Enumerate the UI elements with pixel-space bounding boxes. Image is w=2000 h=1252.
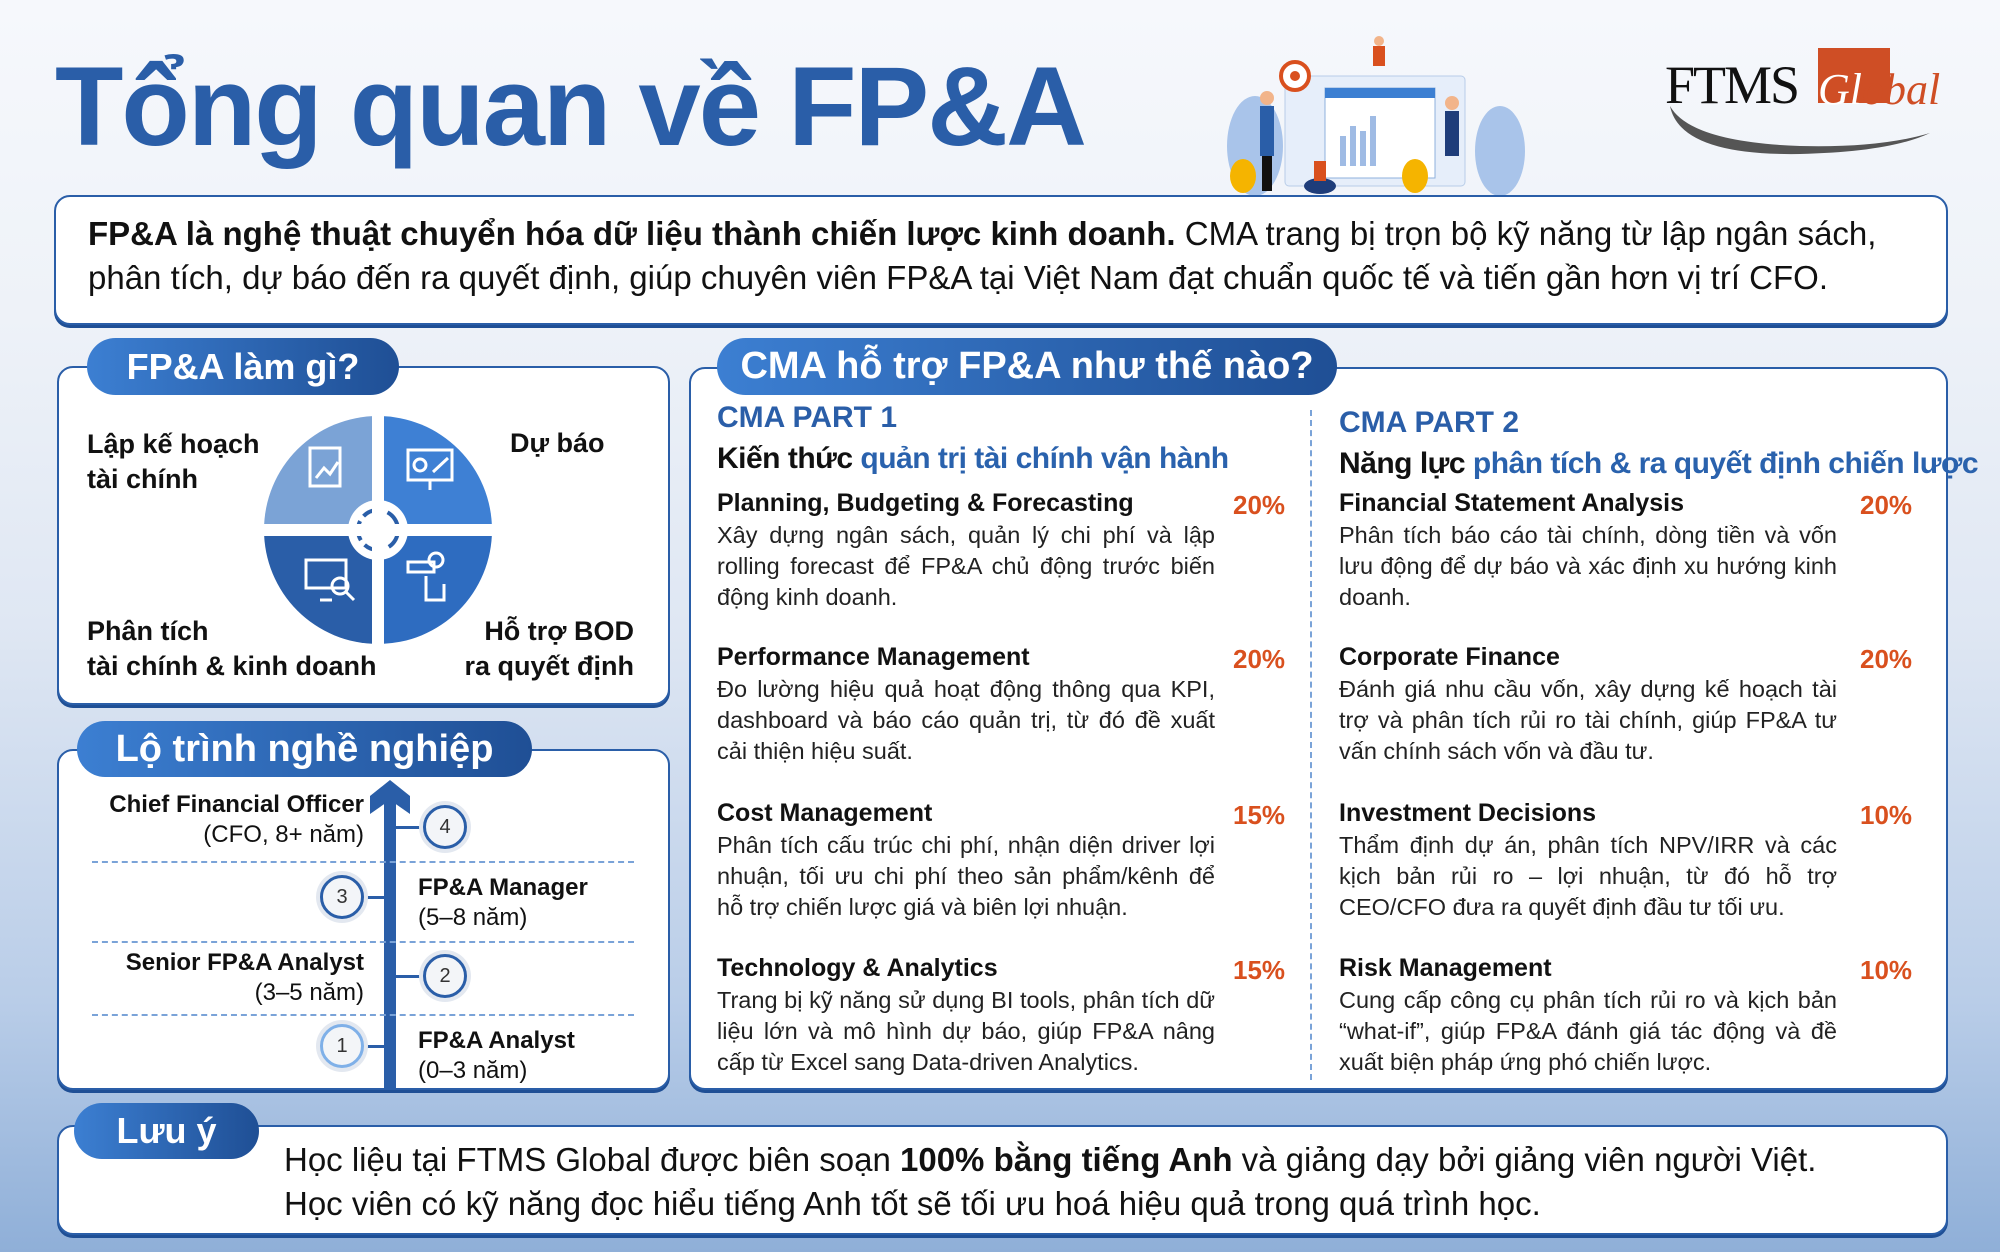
cma-heading: CMA hỗ trợ FP&A như thế nào?	[717, 338, 1337, 395]
arrow-up-icon	[370, 780, 410, 814]
career-analyst: FP&A Analyst (0–3 năm)	[418, 1027, 575, 1084]
career-heading: Lộ trình nghề nghiệp	[77, 721, 532, 777]
part1-label: CMA PART 1	[717, 401, 897, 434]
topic-description: Thẩm định dự án, phân tích NPV/IRR và cá…	[1339, 832, 1837, 920]
quadrant-label-forecast: Dự báo	[510, 428, 605, 458]
topic-title: Technology & Analytics	[717, 954, 998, 982]
topic-weight: 15%	[1233, 800, 1286, 830]
step-3-badge: 3	[320, 875, 364, 919]
page-title: Tổng quan về FP&A	[55, 44, 1087, 169]
topic-title: Risk Management	[1339, 954, 1552, 982]
step-4-badge: 4	[423, 805, 467, 849]
topic-weight: 10%	[1860, 955, 1913, 985]
topic-weight: 20%	[1860, 644, 1913, 674]
cma-box	[689, 367, 1948, 1090]
topic-title: Performance Management	[717, 643, 1030, 671]
quadrant-forecast	[384, 416, 492, 524]
intro-text: FP&A là nghệ thuật chuyển hóa dữ liệu th…	[88, 212, 1948, 300]
topic-title: Corporate Finance	[1339, 643, 1560, 671]
topic-weight: 10%	[1860, 800, 1913, 830]
topic-description: Đánh giá nhu cầu vốn, xây dựng kế hoạch …	[1339, 676, 1837, 764]
finance-team-illustration	[1227, 36, 1525, 196]
note-box	[57, 1125, 1948, 1235]
quadrant-plan	[264, 416, 372, 524]
topic-description: Cung cấp công cụ phân tích rủi ro và kịc…	[1339, 987, 1837, 1075]
topic-weight: 15%	[1233, 955, 1286, 985]
topic-title: Cost Management	[717, 799, 933, 827]
fpa-quadrant-diagram	[258, 410, 498, 650]
divider	[92, 1014, 634, 1016]
topic-weight: 20%	[1233, 644, 1286, 674]
topic-description: Đo lường hiệu quả hoạt động thông qua KP…	[717, 676, 1215, 764]
quadrant-label-decision: Hỗ trợ BOD ra quyết định	[464, 616, 634, 681]
intro-box	[54, 195, 1948, 325]
financial-plan-icon	[308, 446, 342, 488]
topic-title: Planning, Budgeting & Forecasting	[717, 489, 1134, 517]
topic-description: Xây dựng ngân sách, quản lý chi phí và l…	[717, 522, 1215, 610]
career-cfo: Chief Financial Officer (CFO, 8+ năm)	[109, 791, 364, 848]
part1-subtitle: Kiến thức quản trị tài chính vận hành	[717, 442, 1229, 475]
career-manager: FP&A Manager (5–8 năm)	[418, 874, 588, 931]
ftms-global-logo: FTMS Global	[1660, 48, 1945, 155]
topic-description: Phân tích cấu trúc chi phí, nhận diện dr…	[717, 832, 1215, 920]
career-senior-analyst: Senior FP&A Analyst (3–5 năm)	[125, 949, 364, 1006]
quadrant-label-plan: Lập kế hoạch tài chính	[87, 429, 260, 494]
topic-description: Trang bị kỹ năng sử dụng BI tools, phân …	[717, 987, 1215, 1075]
part2-subtitle: Năng lực phân tích & ra quyết định chiến…	[1339, 447, 1979, 480]
analytics-monitor-icon	[304, 558, 356, 602]
part2-label: CMA PART 2	[1339, 406, 1519, 439]
note-heading: Lưu ý	[74, 1103, 259, 1159]
what-fpa-heading: FP&A làm gì?	[87, 338, 399, 395]
intro-body: CMA trang bị trọn bộ kỹ năng từ lập ngân…	[88, 215, 1877, 296]
topic-description: Phân tích báo cáo tài chính, dòng tiền v…	[1339, 522, 1837, 610]
topic-title: Financial Statement Analysis	[1339, 489, 1685, 517]
intro-bold: FP&A là nghệ thuật chuyển hóa dữ liệu th…	[88, 215, 1176, 252]
topic-weight: 20%	[1233, 490, 1286, 520]
career-arrow-shaft	[384, 800, 396, 1090]
topic-weight: 20%	[1860, 490, 1913, 520]
column-divider	[1310, 410, 1312, 1080]
quadrant-label-analysis: Phân tích tài chính & kinh doanh	[87, 616, 377, 681]
forecast-presentation-icon	[406, 448, 454, 490]
note-text: Học liệu tại FTMS Global được biên soạn …	[284, 1141, 1817, 1222]
decision-click-icon	[406, 551, 446, 602]
divider	[92, 941, 634, 943]
topic-title: Investment Decisions	[1339, 799, 1597, 827]
divider	[92, 861, 634, 863]
career-box	[57, 749, 670, 1090]
step-1-badge: 1	[320, 1024, 364, 1068]
step-2-badge: 2	[423, 954, 467, 998]
